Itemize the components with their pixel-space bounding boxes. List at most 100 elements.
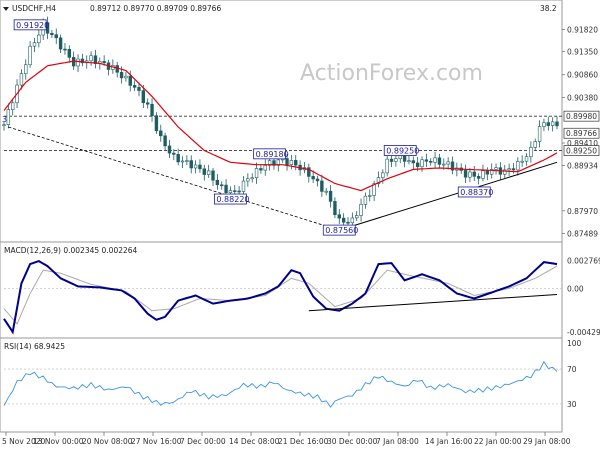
candle-body-54: [237, 190, 241, 193]
candle-body-5: [24, 64, 28, 74]
candle-body-87: [381, 172, 385, 178]
candle-body-23: [102, 61, 106, 64]
current-price-box: [563, 127, 600, 139]
candle-body-72: [315, 178, 320, 182]
rsi-line: [3, 360, 558, 408]
candle-body-115: [503, 169, 507, 175]
watermark: ActionForex.com: [300, 61, 483, 86]
candle-body-15: [67, 49, 72, 58]
candle-body-67: [294, 160, 298, 166]
candle-body-32: [141, 90, 146, 104]
candle-body-41: [180, 160, 185, 163]
candle-body-59: [259, 168, 263, 171]
candle-body-118: [516, 161, 520, 171]
price-tag-label-5: 0.88370: [460, 188, 493, 197]
candle-body-96: [420, 159, 424, 168]
price-tick-label-6: 0.87970: [567, 207, 598, 216]
trendline-1: [339, 161, 558, 231]
candle-body-97: [424, 159, 429, 162]
rsi-tick-label-0: 100: [567, 339, 582, 348]
candle-body-81: [355, 215, 359, 219]
candle-body-98: [429, 160, 433, 163]
candle-body-79: [346, 221, 350, 224]
time-tick-label-7: 30 Dec 00:00: [327, 437, 378, 446]
macd-panel-frame: [0, 241, 563, 339]
candle-body-6: [28, 45, 32, 66]
candle-body-42: [185, 160, 189, 162]
price-tick-label-4: 0.89410: [567, 139, 598, 148]
candle-body-4: [19, 73, 24, 86]
candle-body-82: [359, 204, 363, 216]
candle-body-14: [63, 48, 67, 51]
left-edge-label: 3: [2, 115, 7, 124]
candle-body-89: [389, 158, 394, 162]
candle-body-86: [376, 177, 381, 184]
candle-body-120: [524, 156, 529, 162]
quote-label: 0.89712 0.89770 0.89709 0.89766: [90, 4, 221, 13]
price-tick-label-1: 0.91350: [567, 48, 598, 57]
candle-body-73: [320, 180, 324, 192]
candle-body-122: [533, 141, 537, 148]
candle-body-101: [442, 163, 446, 166]
candle-body-47: [206, 170, 211, 175]
time-tick-label-2: 20 Nov 08:00: [82, 437, 133, 446]
price-tag-label-0: 0.91920: [16, 21, 49, 30]
macd-header: MACD(12,26,9) 0.002345 0.002264: [4, 246, 138, 255]
candle-body-103: [450, 161, 455, 171]
candle-body-74: [324, 190, 328, 193]
candle-body-36: [159, 130, 163, 137]
candle-body-63: [276, 159, 281, 166]
candle-body-30: [132, 85, 137, 88]
candle-body-126: [550, 121, 555, 126]
price-tag-label-4: 0.89250: [386, 147, 419, 156]
candle-body-7: [32, 42, 37, 47]
price-tick-label-2: 0.90860: [567, 71, 598, 80]
level-label-0: 0.89980: [566, 112, 597, 121]
price-tick-label-3: 0.90380: [567, 93, 598, 102]
price-tag-box-1: [253, 148, 287, 160]
candle-body-57: [250, 177, 254, 180]
rsi-header: RSI(14) 68.9425: [4, 342, 65, 351]
candle-body-99: [433, 157, 437, 163]
candle-body-0: [2, 124, 6, 126]
candle-body-8: [37, 34, 41, 44]
level-box-0: [563, 110, 600, 122]
candle-body-38: [167, 145, 172, 154]
rsi-panel-frame: [0, 337, 563, 433]
candle-body-70: [307, 167, 311, 177]
price-tick-label-7: 0.87489: [567, 229, 598, 238]
candle-body-119: [520, 160, 524, 163]
candle-body-102: [446, 161, 450, 165]
candle-body-77: [337, 214, 341, 219]
candle-body-125: [546, 122, 550, 126]
candle-body-62: [272, 160, 276, 166]
price-tag-box-4: [383, 145, 417, 156]
macd-tick-label-2: -0.004292: [567, 328, 600, 337]
candle-body-110: [481, 170, 485, 179]
level-label-1: 0.89250: [566, 147, 597, 156]
candle-body-39: [172, 152, 176, 155]
price-tag-label-1: 0.89180: [256, 150, 289, 159]
price-tick-label-5: 0.88934: [567, 161, 598, 170]
candle-body-84: [368, 195, 372, 197]
candle-body-1: [6, 109, 11, 125]
candle-body-113: [494, 167, 498, 170]
candle-body-75: [328, 190, 333, 202]
candle-body-123: [537, 126, 542, 142]
candle-body-11: [50, 32, 54, 35]
candle-body-40: [176, 154, 180, 163]
candle-body-78: [341, 217, 346, 223]
candle-body-65: [285, 158, 289, 166]
candle-body-29: [128, 75, 132, 86]
price-tag-label-2: 0.88220: [216, 195, 249, 204]
candle-body-35: [154, 115, 159, 132]
candle-body-71: [311, 176, 315, 180]
candle-body-109: [476, 176, 481, 179]
time-tick-label-3: 27 Nov 16:00: [131, 437, 182, 446]
candle-body-90: [394, 158, 398, 162]
price-panel-frame: [0, 0, 563, 243]
candle-body-45: [198, 164, 202, 170]
candle-body-111: [485, 170, 490, 175]
time-tick-label-0: 5 Nov 2020: [2, 437, 45, 446]
candle-body-48: [211, 170, 215, 181]
